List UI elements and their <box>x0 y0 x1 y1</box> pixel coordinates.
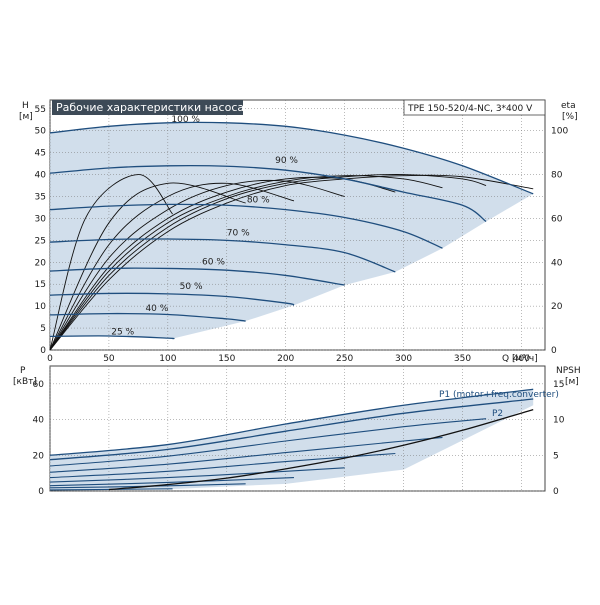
pump-model: TPE 150-520/4-NC, 3*400 V <box>407 104 533 114</box>
eta-curve-eta-60 <box>49 179 345 351</box>
power-curve-p-60 <box>49 467 345 483</box>
bottom-y2-tick-label: 5 <box>553 451 559 461</box>
eta-curve-eta-80 <box>49 175 443 351</box>
power-curve-p-80 <box>49 436 443 473</box>
power-curve-p-50 <box>49 477 294 487</box>
title-box <box>52 100 243 115</box>
series-label-p1: P1 (motor+freq.converter) <box>439 390 559 400</box>
bottom-y2-tick-label: 15 <box>553 380 564 390</box>
top-x-tick-label: 250 <box>336 354 353 364</box>
head-curve-label-90: 90 % <box>275 156 298 166</box>
top-y-tick-label: 0 <box>40 346 46 356</box>
bottom-y-tick-label: 0 <box>38 487 44 497</box>
top-y-tick-label: 50 <box>35 127 47 137</box>
series-line-p2 <box>49 398 534 461</box>
bottom-y2-tick-label: 0 <box>553 487 559 497</box>
x-axis-unit: Q [м³/ч] <box>502 354 538 364</box>
head-curve-90 <box>49 164 487 223</box>
bottom-y-tick-label: 20 <box>33 451 45 461</box>
head-curve-60 <box>49 267 345 286</box>
top-x-tick-label: 150 <box>218 354 235 364</box>
power-curve-p-90 <box>49 418 487 467</box>
top-y-tick-label: 35 <box>35 192 46 202</box>
eta-curve-eta-50 <box>49 182 295 351</box>
top-y2-axis-unit: [%] <box>562 112 578 122</box>
top-y-tick-label: 40 <box>35 171 47 181</box>
bottom-y-axis-label: P <box>20 366 26 376</box>
head-curve-label-40: 40 % <box>145 304 168 314</box>
bottom-y2-axis-unit: [м] <box>565 377 579 387</box>
operating-range-area <box>50 122 534 339</box>
top-y2-tick-label: 100 <box>551 127 568 137</box>
top-y-tick-label: 20 <box>35 258 47 268</box>
bottom-y-tick-label: 40 <box>33 416 45 426</box>
bottom-y2-tick-label: 10 <box>553 416 565 426</box>
top-y2-tick-label: 20 <box>551 302 563 312</box>
head-curve-label-25: 25 % <box>111 328 134 338</box>
head-curve-label-70: 70 % <box>227 229 250 239</box>
model-box <box>403 99 546 116</box>
top-x-tick-label: 200 <box>277 354 294 364</box>
eta-curve-eta-25 <box>49 174 173 351</box>
top-y-axis-label: H <box>22 101 29 111</box>
top-y2-tick-label: 40 <box>551 258 563 268</box>
top-y2-axis-label: eta <box>561 101 576 111</box>
top-x-tick-label: 350 <box>454 354 471 364</box>
top-x-tick-label: 0 <box>47 354 53 364</box>
bottom-y2-axis-label: NPSH <box>556 366 581 376</box>
head-curve-label-60: 60 % <box>202 258 225 268</box>
eta-curve-eta-40 <box>49 182 246 351</box>
series-label-p2: P2 <box>492 409 503 419</box>
top-y-axis-unit: [м] <box>19 112 33 122</box>
top-y-tick-label: 15 <box>35 280 46 290</box>
top-x-tick-label: 400 <box>513 354 530 364</box>
eta-curve-eta-100 <box>49 174 534 351</box>
head-curve-label-100: 100 % <box>171 115 200 125</box>
top-x-tick-label: 300 <box>395 354 412 364</box>
head-curve-label-50: 50 % <box>180 282 203 292</box>
chart-title: Рабочие характеристики насоса <box>56 101 244 114</box>
head-curve-label-80: 80 % <box>247 195 270 205</box>
top-y-tick-label: 10 <box>35 302 47 312</box>
top-y-tick-label: 25 <box>35 236 46 246</box>
top-x-tick-label: 100 <box>159 354 176 364</box>
top-y-tick-label: 30 <box>35 214 47 224</box>
head-curve-100 <box>49 121 534 195</box>
npsh-curve <box>108 408 534 491</box>
bottom-y-axis-unit: [кВт] <box>13 377 37 387</box>
head-curve-80 <box>49 203 443 249</box>
head-curve-40 <box>49 312 246 322</box>
top-y2-tick-label: 60 <box>551 214 563 224</box>
head-curve-70 <box>49 238 396 273</box>
top-y-tick-label: 55 <box>35 105 46 115</box>
top-y2-tick-label: 80 <box>551 171 563 181</box>
head-curve-50 <box>49 292 295 306</box>
bottom-y-tick-label: 60 <box>33 380 45 390</box>
top-y-tick-label: 5 <box>40 324 46 334</box>
head-curve-25 <box>49 335 175 340</box>
top-y2-tick-label: 0 <box>551 346 557 356</box>
top-x-tick-label: 50 <box>103 354 115 364</box>
top-y-tick-label: 45 <box>35 149 46 159</box>
series-line-p1-motor-freq-converter <box>49 388 534 456</box>
